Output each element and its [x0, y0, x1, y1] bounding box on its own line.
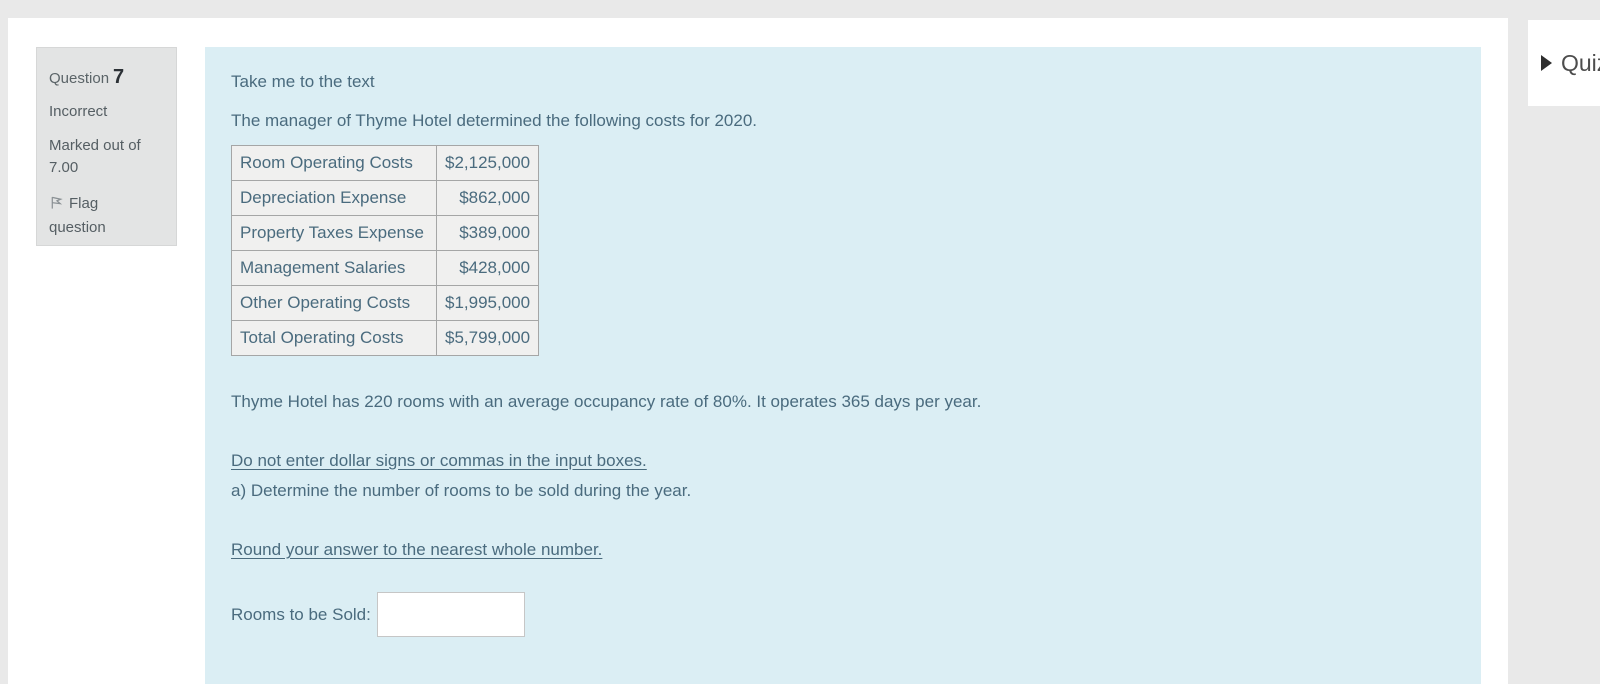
- table-row: Total Operating Costs $5,799,000: [231, 320, 540, 356]
- part-a-text: a) Determine the number of rooms to be s…: [231, 481, 692, 500]
- cost-value-cell: $389,000: [435, 215, 540, 251]
- cost-value-cell: $2,125,000: [435, 145, 540, 181]
- caret-right-icon: [1541, 55, 1552, 71]
- cost-value-cell: $5,799,000: [435, 320, 540, 356]
- table-row: Depreciation Expense $862,000: [231, 180, 540, 216]
- answer-row: Rooms to be Sold:: [231, 592, 1451, 637]
- question-marks: Marked out of 7.00: [49, 136, 141, 177]
- table-row: Room Operating Costs $2,125,000: [231, 145, 540, 181]
- instruction-no-symbols: Do not enter dollar signs or commas in t…: [231, 451, 647, 470]
- cost-table: Room Operating Costs $2,125,000 Deprecia…: [231, 145, 540, 356]
- cost-label-cell: Property Taxes Expense: [231, 215, 437, 251]
- take-me-to-text-link[interactable]: Take me to the text: [231, 72, 375, 91]
- question-number: 7: [113, 66, 125, 88]
- table-row: Other Operating Costs $1,995,000: [231, 285, 540, 321]
- cost-label-cell: Other Operating Costs: [231, 285, 437, 321]
- flag-icon: [49, 195, 64, 218]
- cost-label-cell: Depreciation Expense: [231, 180, 437, 216]
- question-label: Question: [49, 70, 110, 87]
- quiz-nav-label: Quiz: [1561, 49, 1600, 76]
- cost-value-cell: $1,995,000: [435, 285, 540, 321]
- main-content-card: Question 7 Incorrect Marked out of 7.00 F…: [8, 18, 1508, 684]
- question-intro-text: The manager of Thyme Hotel determined th…: [231, 111, 758, 130]
- cost-value-cell: $428,000: [435, 250, 540, 286]
- cost-value-cell: $862,000: [435, 180, 540, 216]
- question-number-row: Question 7: [49, 62, 164, 92]
- rooms-to-be-sold-input[interactable]: [376, 592, 525, 637]
- flag-question-label: Flag question: [49, 194, 106, 237]
- cost-label-cell: Room Operating Costs: [231, 145, 437, 181]
- table-row: Property Taxes Expense $389,000: [231, 215, 540, 251]
- cost-label-cell: Management Salaries: [231, 250, 437, 286]
- cost-label-cell: Total Operating Costs: [231, 320, 437, 356]
- question-details-text: Thyme Hotel has 220 rooms with an averag…: [231, 392, 982, 411]
- quiz-nav-toggle[interactable]: Quiz: [1528, 20, 1600, 106]
- question-status: Incorrect: [49, 103, 108, 120]
- instruction-round: Round your answer to the nearest whole n…: [231, 540, 603, 559]
- flag-question-link[interactable]: Flag question: [49, 193, 145, 240]
- answer-label: Rooms to be Sold:: [231, 604, 371, 624]
- question-content-area: Take me to the text The manager of Thyme…: [205, 47, 1481, 684]
- table-row: Management Salaries $428,000: [231, 250, 540, 286]
- question-info-panel: Question 7 Incorrect Marked out of 7.00 F…: [36, 47, 177, 246]
